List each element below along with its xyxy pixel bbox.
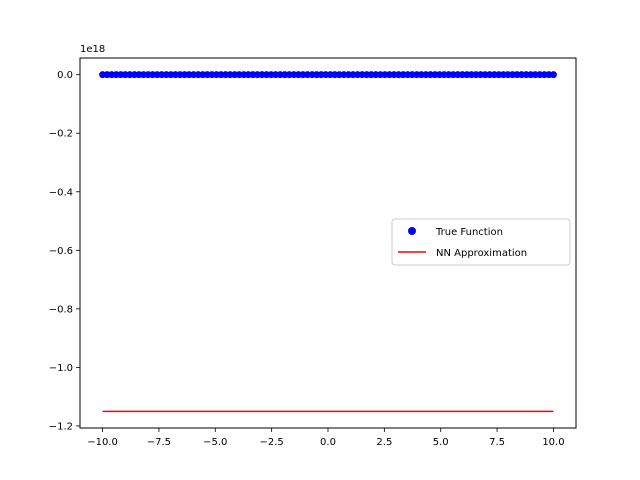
y-tick-label: −0.6	[49, 246, 73, 257]
y-axis: 0.0 −0.2 −0.4 −0.6 −0.8 −1.0 −1.2	[49, 70, 80, 432]
y-tick-label: −0.8	[49, 304, 73, 315]
x-tick-label: −7.5	[147, 437, 171, 448]
y-tick-label: −0.2	[49, 129, 73, 140]
legend-box	[391, 218, 571, 266]
legend: True Function NN Approximation	[391, 218, 571, 266]
x-tick-label: 5.0	[433, 437, 449, 448]
x-axis: −10.0 −7.5 −5.0 −2.5 0.0 2.5 5.0 7.5 10.0	[87, 428, 565, 448]
x-tick-label: 0.0	[320, 437, 336, 448]
y-tick-label: −0.4	[49, 187, 73, 198]
x-tick-label: 2.5	[376, 437, 392, 448]
y-tick-label: −1.2	[49, 421, 73, 432]
x-tick-label: −5.0	[203, 437, 227, 448]
x-tick-label: 10.0	[542, 437, 564, 448]
legend-marker-true-function	[408, 227, 416, 235]
y-tick-label: 0.0	[57, 70, 73, 81]
legend-label-nn-approximation: NN Approximation	[436, 248, 527, 259]
y-tick-label: −1.0	[49, 363, 73, 374]
scatter-point	[549, 71, 557, 79]
x-tick-label: 7.5	[489, 437, 505, 448]
x-tick-label: −2.5	[259, 437, 283, 448]
x-tick-label: −10.0	[87, 437, 118, 448]
scatter-layer	[99, 71, 557, 79]
y-offset-label: 1e18	[80, 44, 105, 55]
legend-label-true-function: True Function	[435, 227, 503, 238]
